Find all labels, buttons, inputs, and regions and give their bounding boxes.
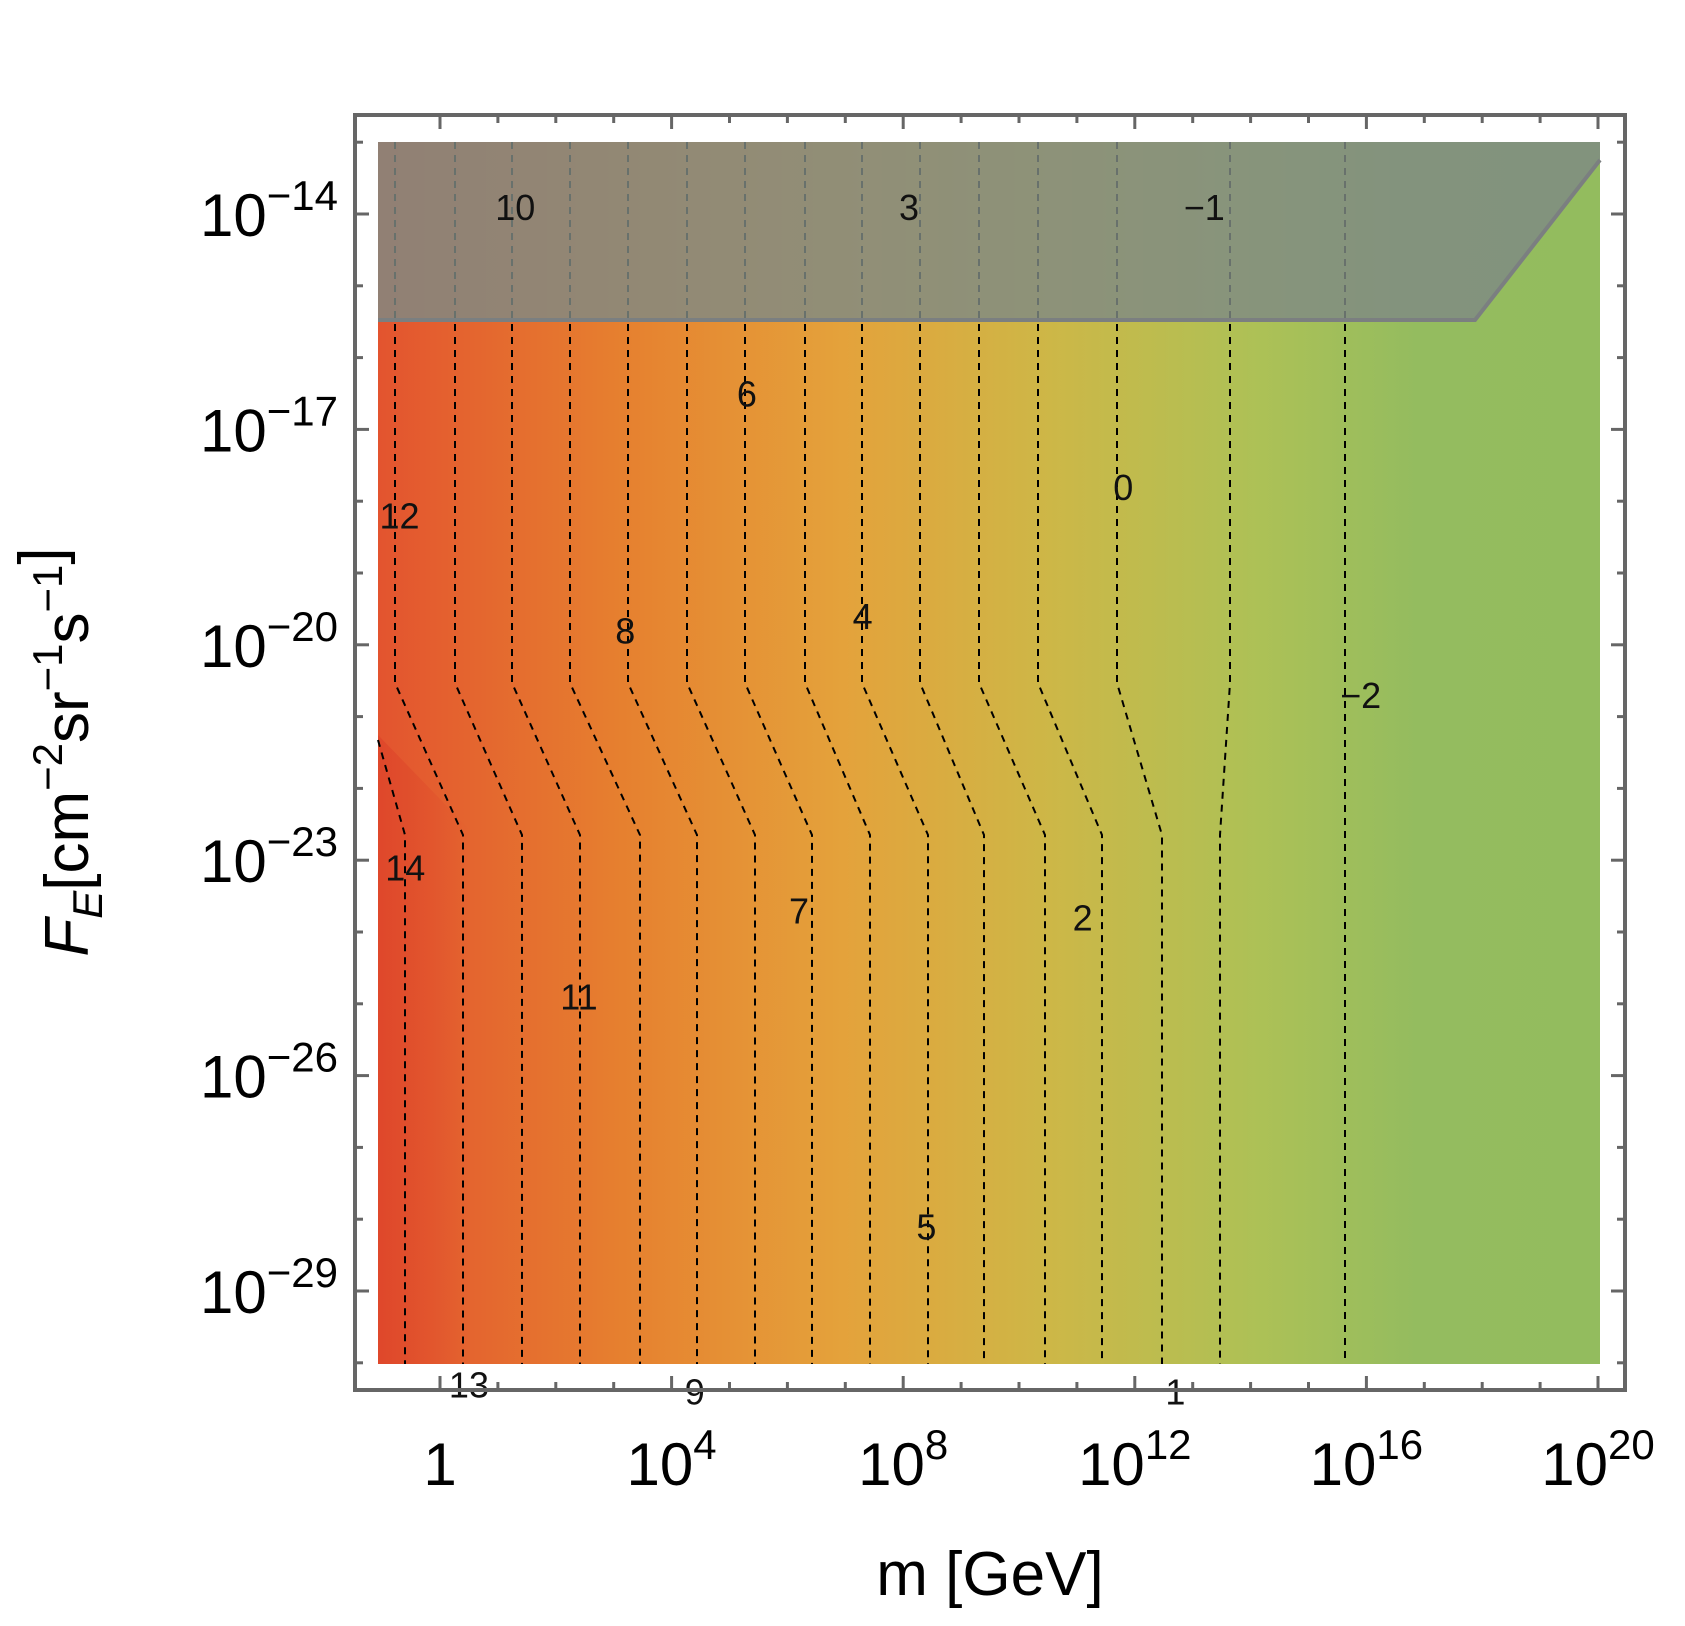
filled-contours bbox=[378, 142, 1600, 1364]
plot-frame bbox=[353, 113, 1627, 1392]
contour-labels: 10 3 −1 6 0 12 8 4 −2 14 7 2 11 5 13 9 1 bbox=[379, 187, 1381, 1413]
y-tick-label: 10−20 bbox=[200, 603, 338, 680]
high-level-region bbox=[378, 735, 470, 1364]
contour-line bbox=[511, 142, 581, 1364]
y-tick-label: 10−23 bbox=[200, 818, 338, 895]
y-tick-label: 10−26 bbox=[200, 1034, 338, 1111]
excluded-region-edge bbox=[378, 158, 1602, 322]
contour-label: 12 bbox=[379, 496, 419, 537]
contour-label: 14 bbox=[385, 847, 425, 888]
contour-line bbox=[454, 142, 523, 1364]
contour-label: 8 bbox=[615, 610, 635, 651]
x-tick-label: 1012 bbox=[1078, 1421, 1191, 1498]
x-tick-label: 1020 bbox=[1541, 1421, 1654, 1498]
y-tick-label: 10−29 bbox=[200, 1249, 338, 1326]
contour-label: 13 bbox=[449, 1364, 489, 1405]
contour-line bbox=[394, 142, 464, 1364]
contour-label: 6 bbox=[737, 374, 757, 415]
y-tick-label: 10−17 bbox=[200, 387, 338, 464]
contour-line bbox=[744, 142, 813, 1364]
x-tick-label: 108 bbox=[858, 1421, 948, 1498]
contour-label: 10 bbox=[495, 187, 535, 228]
contour-line bbox=[686, 142, 756, 1364]
contour-label: 11 bbox=[560, 977, 597, 1018]
contour-label: 7 bbox=[789, 890, 809, 931]
excluded-region bbox=[378, 142, 1600, 320]
contour-label: −1 bbox=[1184, 187, 1225, 228]
contour-line bbox=[377, 739, 406, 1364]
x-tick-label: 1016 bbox=[1310, 1421, 1423, 1498]
contour-label: 0 bbox=[1113, 467, 1133, 508]
y-tick-label: 10−14 bbox=[200, 172, 338, 249]
x-tick-label: 1 bbox=[423, 1431, 456, 1498]
axes: 1 104 108 1012 1016 102010−1410−1710−2010−231… bbox=[7, 113, 1655, 1609]
x-axis-title: m [GeV] bbox=[876, 1540, 1103, 1609]
contour-line bbox=[627, 142, 698, 1364]
contour-label: 1 bbox=[1165, 1372, 1185, 1413]
contour-line bbox=[569, 142, 641, 1364]
contour-label: 3 bbox=[899, 187, 919, 228]
contour-label: 9 bbox=[685, 1372, 705, 1413]
contour-line bbox=[1219, 142, 1231, 1364]
contour-line bbox=[1116, 142, 1163, 1364]
y-axis-title: FE[cm−2sr−1s−1] bbox=[7, 547, 111, 956]
plot-area bbox=[377, 142, 1602, 1364]
contour-label: −2 bbox=[1340, 675, 1381, 716]
contour-label: 2 bbox=[1073, 898, 1093, 939]
contour-label: 5 bbox=[916, 1206, 936, 1247]
contour-label: 4 bbox=[853, 596, 873, 637]
x-tick-label: 104 bbox=[627, 1421, 717, 1498]
